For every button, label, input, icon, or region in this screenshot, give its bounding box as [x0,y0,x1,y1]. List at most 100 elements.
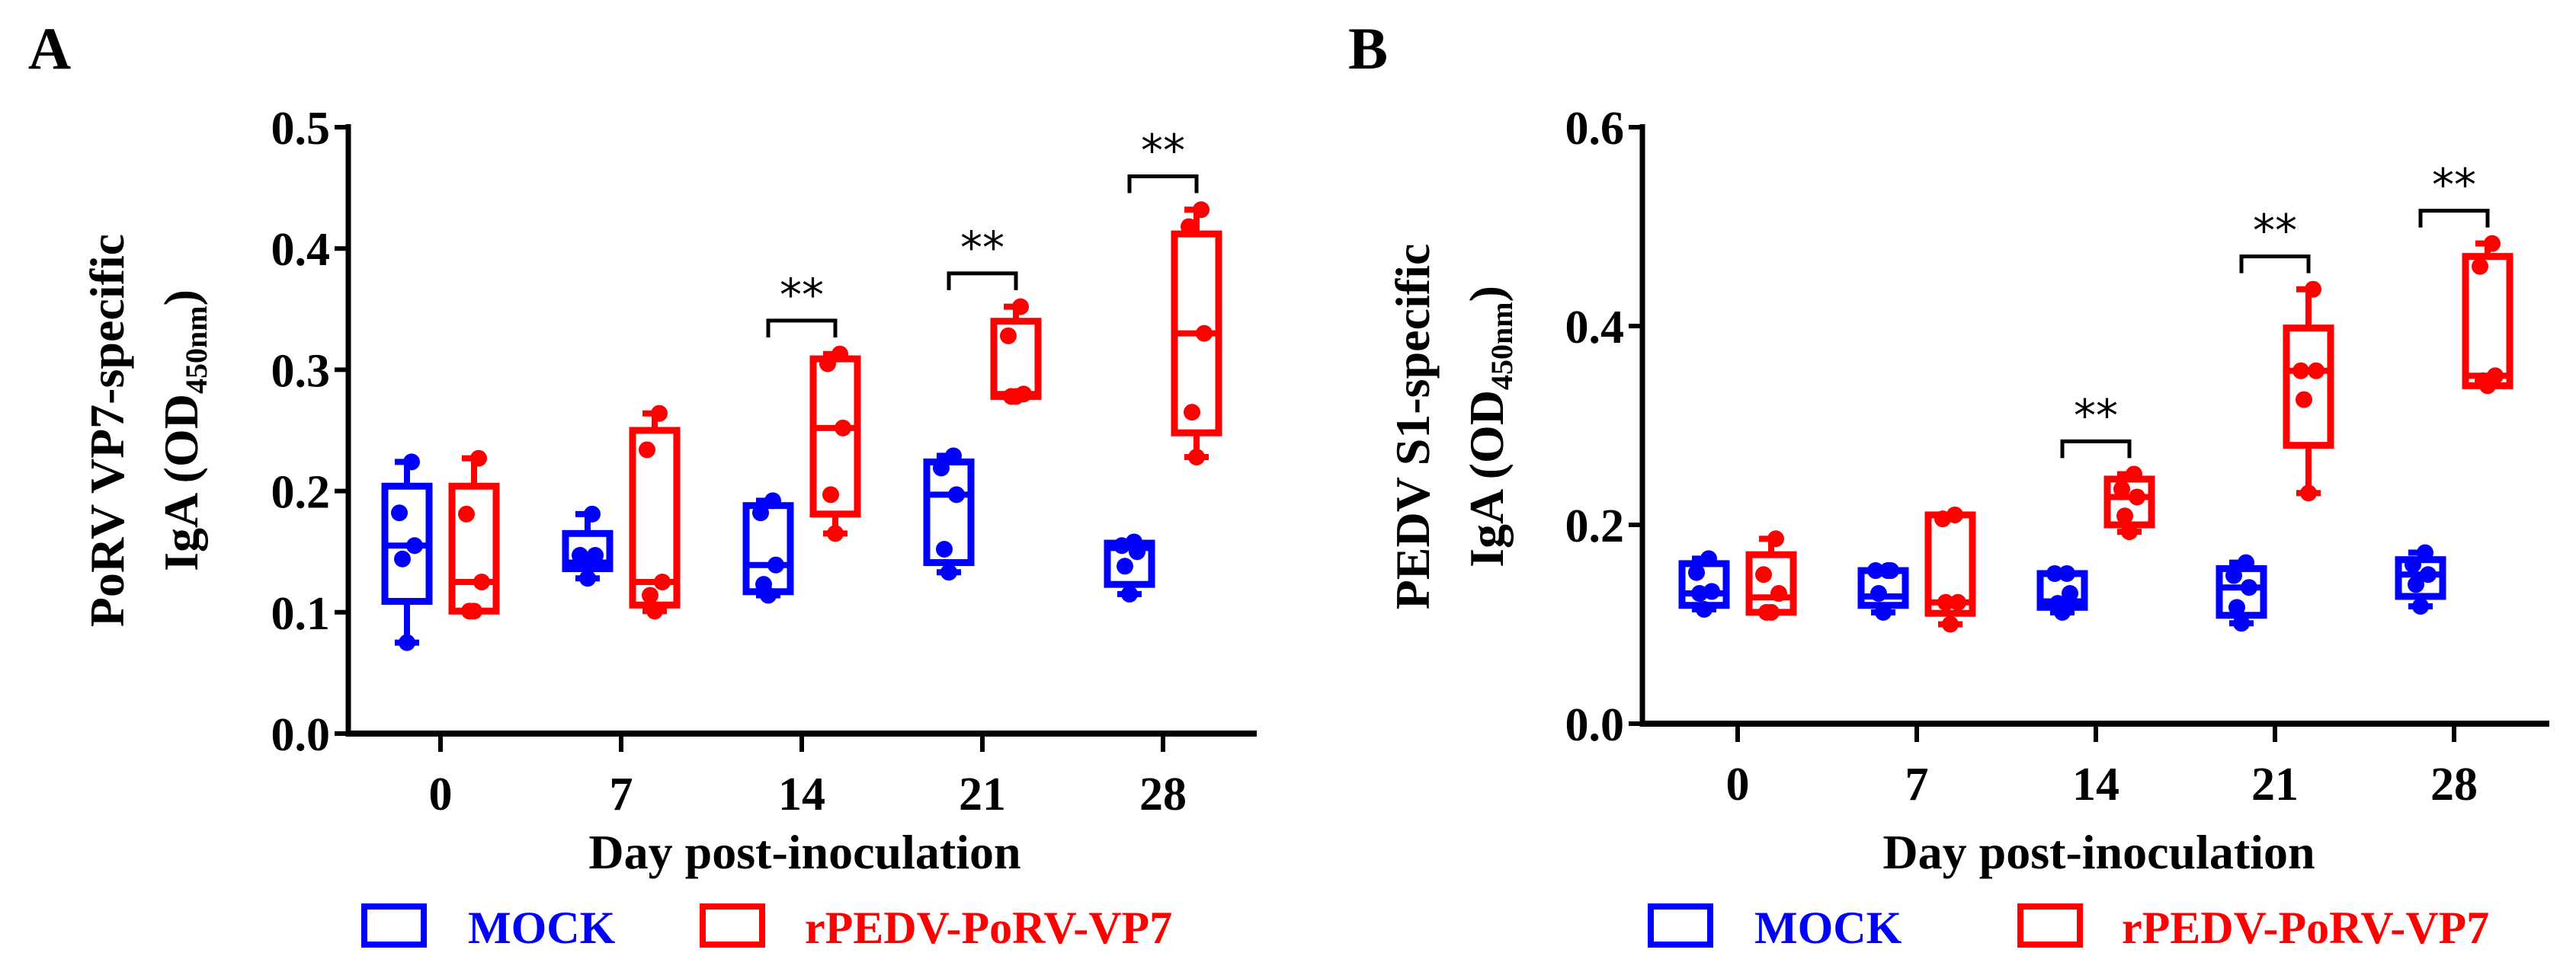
y-axis-title-prefix: IgA (OD [154,394,208,571]
data-point [470,449,487,467]
data-point [646,603,663,620]
x-tick-label: 28 [2430,759,2478,811]
y-tick-label: 0.3 [271,345,331,397]
data-point [822,486,839,504]
y-tick-label: 0.0 [1565,699,1625,751]
data-point [948,486,965,504]
data-point [2233,615,2250,632]
data-point [819,355,836,372]
data-point [767,556,784,574]
legend-label-mock: MOCK [468,903,616,953]
data-point [2059,564,2075,582]
data-point [1870,585,1887,603]
data-point [1129,543,1145,561]
significance-stars: ** [2432,159,2476,211]
box-mock-day-21 [923,447,975,581]
y-axis-title-subscript: 450nm [179,305,213,394]
y-tick-label: 0.4 [271,224,331,276]
box-rpedv-porv-vp7-day-28 [1171,201,1222,466]
data-point [642,587,658,604]
y-tick-label: 0.1 [271,588,331,640]
data-point [2225,567,2242,584]
box-rpedv-porv-vp7-day-21 [2283,280,2334,502]
data-point [1008,388,1024,405]
legend-swatch-rpedv-porv-vp7 [2017,903,2083,948]
data-point [2412,598,2429,615]
box-mock-day-7 [562,505,614,587]
data-point [1942,615,1959,633]
data-point [945,447,962,465]
data-point [940,564,957,581]
y-axis-title-line1: PEDV S1-specific [1386,244,1440,610]
data-point [764,492,781,510]
data-point [752,504,769,522]
data-point [391,504,408,522]
data-point [1937,593,1954,611]
data-point [2228,599,2245,616]
significance-bracket [2060,439,2132,459]
data-point [835,419,851,436]
iqr-box [448,482,500,615]
box-rpedv-porv-vp7-day-7 [1924,506,1976,633]
data-point [1000,327,1017,344]
x-tick-label: 28 [1139,769,1187,820]
data-point [1181,218,1197,235]
significance-stars: ** [960,222,1004,273]
y-tick-label: 0.2 [271,467,331,519]
data-point [2296,391,2312,408]
y-tick-label: 0.2 [1565,500,1625,552]
data-point [1934,510,1951,528]
data-point [1117,558,1133,575]
data-point [1012,298,1029,315]
data-point [2126,465,2142,483]
legend-label-rpedv-porv-vp7: rPEDV-PoRV-VP7 [2122,903,2489,953]
data-point [1113,537,1130,555]
data-point [2420,566,2437,584]
data-point [2484,235,2501,252]
iqr-box [2283,325,2334,449]
iqr-box [1745,551,1797,616]
data-point [651,404,668,422]
data-point [2417,544,2433,561]
data-point [1196,325,1213,342]
data-point [2472,257,2488,275]
y-axis-title-close: ) [1459,286,1514,302]
data-point [403,453,420,471]
x-tick-label: 14 [2072,759,2119,811]
data-point [1184,404,1200,421]
box-mock-day-14 [742,492,794,604]
significance-stars: ** [2074,389,2118,441]
y-tick-label: 0.6 [1565,103,1625,155]
x-axis-title: Day post-inoculation [1882,825,2315,879]
legend-label-mock: MOCK [1754,903,1902,953]
box-rpedv-porv-vp7-day-14 [809,345,861,542]
data-point [1696,600,1713,618]
iqr-box [2462,253,2514,389]
data-point [2408,576,2424,593]
legend: MOCK rPEDV-PoRV-VP7 [361,903,1172,953]
x-tick-label: 21 [959,769,1006,820]
data-point [1763,603,1780,621]
data-point [579,570,596,587]
data-point [654,574,671,590]
data-point [2308,362,2324,379]
panel-a: A 0.0 0.1 0.2 0.3 0.4 0.5 0 7 14 21 28 Day post-inoc… [28,15,1257,953]
data-point [1121,585,1138,603]
legend-swatch-mock [1648,903,1713,948]
box-mock-day-28 [1104,533,1155,603]
legend-label-rpedv-porv-vp7: rPEDV-PoRV-VP7 [805,903,1172,953]
data-point [399,634,415,651]
box-mock-day-28 [2395,544,2446,615]
x-tick-label: 7 [1905,759,1929,811]
y-tick-label: 0.0 [271,709,331,761]
box-rpedv-porv-vp7-day-28 [2462,235,2514,395]
significance-bracket [2239,254,2311,273]
x-axis-title: Day post-inoculation [588,825,1020,879]
y-tick-label: 0.5 [271,103,331,155]
data-point [1688,564,1705,581]
box-rpedv-porv-vp7-day-21 [990,298,1042,405]
significance-stars: ** [2253,205,2297,257]
box-mock-day-0 [1678,550,1730,618]
data-point [406,537,423,555]
